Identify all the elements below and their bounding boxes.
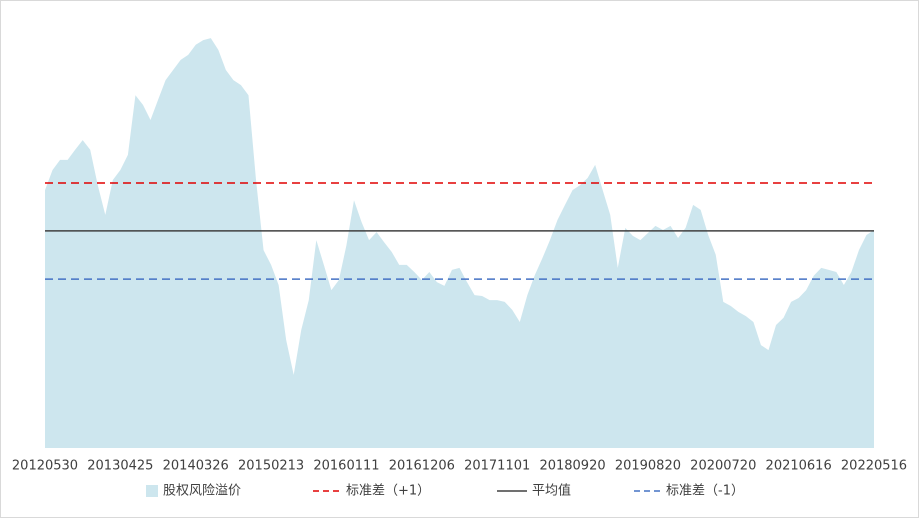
- legend-swatch: [146, 485, 158, 497]
- x-tick-label: 20200720: [690, 459, 756, 474]
- legend-label: 股权风险溢价: [163, 483, 241, 499]
- x-tick-label: 20140326: [163, 459, 229, 474]
- x-tick-label: 20161206: [389, 459, 455, 474]
- legend-label: 标准差（+1）: [346, 484, 430, 499]
- area: [45, 38, 874, 448]
- x-tick-label: 20220516: [841, 459, 907, 474]
- x-tick-label: 20160111: [313, 459, 379, 474]
- x-tick-label: 20130425: [87, 459, 153, 474]
- x-tick-label: 20150213: [238, 459, 304, 474]
- x-tick-label: 20120530: [12, 459, 78, 474]
- legend-label: 平均值: [532, 483, 571, 499]
- x-tick-label: 20190820: [615, 459, 681, 474]
- legend-label: 标准差（-1）: [666, 484, 744, 499]
- x-tick-label: 20210616: [766, 459, 832, 474]
- x-tick-label: 20180920: [539, 459, 605, 474]
- x-tick-label: 20171101: [464, 459, 530, 474]
